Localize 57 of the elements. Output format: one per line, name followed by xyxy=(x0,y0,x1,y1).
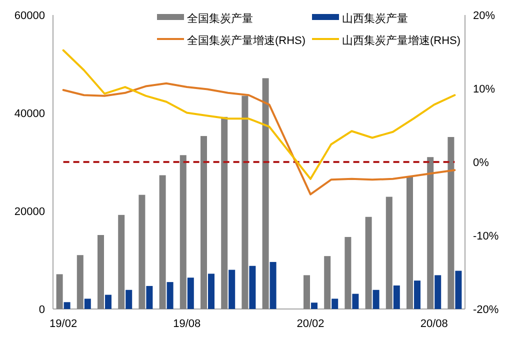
bar xyxy=(105,294,112,309)
bar xyxy=(56,274,63,309)
bar xyxy=(180,155,186,309)
bar xyxy=(414,280,420,309)
bar xyxy=(138,194,146,309)
bar xyxy=(365,216,372,309)
bar xyxy=(200,136,207,309)
bar xyxy=(159,175,166,309)
y2-tick-label: -20% xyxy=(473,304,499,316)
bar xyxy=(221,116,228,309)
x-tick-label: 20/08 xyxy=(420,318,448,330)
bar xyxy=(304,275,310,309)
bar xyxy=(311,302,318,309)
x-tick-label: 20/02 xyxy=(296,318,324,330)
bar xyxy=(76,255,84,309)
legend-label: 山西集炭产量 xyxy=(342,12,408,25)
y-tick-label: 20000 xyxy=(14,206,45,218)
legend-label: 全国集炭产量增速(RHS) xyxy=(187,34,306,47)
bar xyxy=(249,266,256,309)
bar xyxy=(372,290,380,309)
bar xyxy=(84,298,91,309)
x-tick-label: 19/08 xyxy=(173,318,201,330)
bar xyxy=(98,235,104,309)
y2-tick-label: 10% xyxy=(473,84,496,96)
y2-tick-label: -10% xyxy=(473,230,499,242)
bar xyxy=(455,270,462,309)
bar xyxy=(393,285,400,309)
x-tick-label: 19/02 xyxy=(50,318,78,330)
y2-tick-label: 0% xyxy=(473,157,490,169)
bar xyxy=(406,176,413,309)
line-series xyxy=(62,49,456,180)
bar xyxy=(228,270,236,309)
y-tick-label: 0 xyxy=(38,304,45,316)
bar xyxy=(118,214,125,309)
bar xyxy=(187,278,194,309)
line-series xyxy=(62,82,456,196)
y-tick-label: 40000 xyxy=(14,108,45,120)
bar xyxy=(64,302,70,309)
bar xyxy=(352,294,359,309)
legend-label: 山西集炭产量增速(RHS) xyxy=(342,34,461,47)
bar xyxy=(242,96,248,309)
bar xyxy=(344,236,352,309)
bar xyxy=(427,157,434,309)
bar xyxy=(262,78,269,309)
bar xyxy=(126,290,132,309)
bar xyxy=(448,137,454,309)
bar xyxy=(208,274,214,309)
y2-tick-label: 20% xyxy=(473,10,496,22)
y-tick-label: 60000 xyxy=(14,10,45,22)
bar xyxy=(146,286,153,309)
bar xyxy=(386,196,392,309)
bar xyxy=(166,282,174,309)
legend-label: 全国集炭产量 xyxy=(187,12,253,25)
bar xyxy=(434,275,442,309)
bar xyxy=(270,262,276,309)
bar xyxy=(332,298,338,309)
bar xyxy=(324,256,331,309)
